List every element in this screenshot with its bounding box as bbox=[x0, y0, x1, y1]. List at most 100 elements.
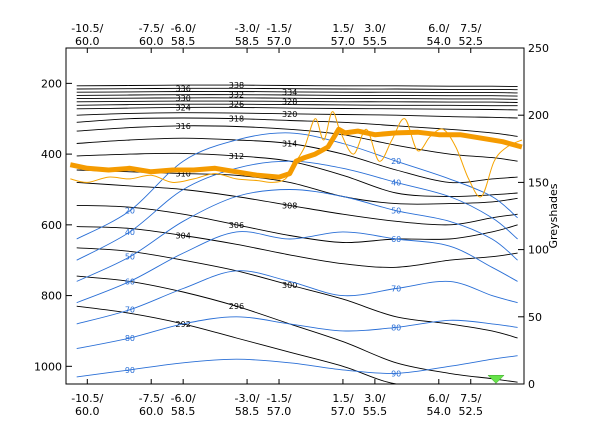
right-y-axis: 0 50 100 150 200 250 bbox=[518, 42, 549, 391]
theta-isoline-312 bbox=[76, 152, 518, 197]
x-tick-label: 52.5 bbox=[458, 405, 483, 418]
theta-isoline-332 bbox=[76, 94, 518, 97]
theta-label-320: 320 bbox=[282, 110, 297, 119]
x-tick-label: 7.5/ bbox=[460, 22, 481, 35]
theta-label-314: 314 bbox=[282, 139, 297, 148]
theta-isoline-336 bbox=[76, 87, 518, 91]
x-tick-label: 3.0/ bbox=[364, 392, 385, 405]
x-tick-label: 55.5 bbox=[363, 405, 388, 418]
theta-isoline-324 bbox=[76, 106, 518, 111]
theta-isoline-300 bbox=[76, 247, 518, 339]
x-tick-label: 52.5 bbox=[458, 35, 483, 48]
theta-label-292: 292 bbox=[176, 320, 191, 329]
theta-label-300: 300 bbox=[282, 281, 297, 290]
tropopause-thick-line bbox=[69, 126, 523, 180]
left-tick-label: 200 bbox=[41, 77, 62, 90]
theta-label-324: 324 bbox=[176, 103, 191, 112]
theta-label-338: 338 bbox=[229, 81, 244, 90]
humidity-label-80: 80 bbox=[125, 334, 135, 343]
left-tick-label: 1000 bbox=[34, 360, 62, 373]
x-tick-label: -10.5/ bbox=[71, 22, 103, 35]
humidity-isoline-80 bbox=[76, 316, 518, 350]
x-tick-label: -6.0/ bbox=[171, 22, 196, 35]
theta-label-312: 312 bbox=[229, 152, 244, 161]
x-tick-label: 57.0 bbox=[331, 405, 356, 418]
left-tick-label: 800 bbox=[41, 290, 62, 303]
x-tick-label: -6.0/ bbox=[171, 392, 196, 405]
theta-label-330: 330 bbox=[176, 94, 191, 103]
theta-isoline-296 bbox=[76, 275, 518, 383]
humidity-label-90: 90 bbox=[125, 366, 135, 375]
theta-isoline-314 bbox=[76, 137, 518, 184]
theta-isoline-338 bbox=[76, 84, 518, 88]
x-tick-label: 60.0 bbox=[139, 405, 164, 418]
theta-isoline-318 bbox=[76, 117, 518, 137]
humidity-label-20: 20 bbox=[125, 207, 135, 216]
x-tick-label: 3.0/ bbox=[364, 22, 385, 35]
x-tick-label: 55.5 bbox=[363, 35, 388, 48]
theta-label-332: 332 bbox=[229, 91, 244, 100]
x-tick-label: 54.0 bbox=[427, 35, 452, 48]
theta-isoline-326 bbox=[76, 103, 518, 107]
theta-label-336: 336 bbox=[176, 84, 191, 93]
theta-isoline-328 bbox=[76, 100, 518, 103]
x-tick-label: -10.5/ bbox=[71, 392, 103, 405]
top-x-axis: -10.5/60.0-7.5/60.0-6.0/58.5-3.0/58.5-1.… bbox=[71, 22, 483, 53]
humidity-label-70: 70 bbox=[125, 306, 135, 315]
x-tick-label: 54.0 bbox=[427, 405, 452, 418]
humidity-label-60: 60 bbox=[125, 277, 135, 286]
humidity-isolines: 90 90 80 80 70 70 60 60 50 50 40 40 20 20 bbox=[76, 132, 518, 378]
humidity-isoline-70 bbox=[76, 270, 518, 325]
humidity-label-70: 70 bbox=[391, 285, 401, 294]
x-tick-label: 57.0 bbox=[267, 35, 292, 48]
x-tick-label: -3.0/ bbox=[234, 392, 259, 405]
tropopause-thin-line bbox=[70, 111, 523, 198]
humidity-label-50: 50 bbox=[125, 253, 135, 262]
x-tick-label: -3.0/ bbox=[234, 22, 259, 35]
theta-label-326: 326 bbox=[229, 100, 244, 109]
greyshade-marker bbox=[487, 375, 505, 384]
humidity-label-40: 40 bbox=[125, 228, 135, 237]
left-tick-label: 400 bbox=[41, 148, 62, 161]
x-tick-label: 6.0/ bbox=[428, 22, 449, 35]
humidity-label-50: 50 bbox=[391, 207, 401, 216]
theta-isoline-320 bbox=[76, 112, 518, 119]
theta-isoline-304 bbox=[76, 226, 518, 268]
right-axis-title: Greyshades bbox=[547, 183, 560, 248]
right-tick-label: 250 bbox=[528, 42, 549, 55]
theta-isoline-316 bbox=[76, 125, 518, 162]
humidity-isoline-50 bbox=[76, 189, 518, 282]
x-tick-label: 57.0 bbox=[267, 405, 292, 418]
humidity-label-40: 40 bbox=[391, 178, 401, 187]
theta-isoline-292 bbox=[76, 305, 518, 384]
right-tick-label: 50 bbox=[528, 311, 542, 324]
theta-label-334: 334 bbox=[282, 88, 297, 97]
theta-label-310: 310 bbox=[176, 170, 191, 179]
x-tick-label: 58.5 bbox=[235, 405, 260, 418]
humidity-label-80: 80 bbox=[391, 323, 401, 332]
x-tick-label: 1.5/ bbox=[332, 392, 353, 405]
left-tick-label: 600 bbox=[41, 219, 62, 232]
plot-area bbox=[65, 47, 525, 385]
theta-label-316: 316 bbox=[176, 122, 191, 131]
right-tick-label: 200 bbox=[528, 109, 549, 122]
x-tick-label: 57.0 bbox=[331, 35, 356, 48]
x-tick-label: 58.5 bbox=[171, 35, 196, 48]
humidity-label-60: 60 bbox=[391, 235, 401, 244]
x-tick-label: -7.5/ bbox=[139, 22, 164, 35]
x-tick-label: 60.0 bbox=[75, 405, 100, 418]
x-tick-label: 58.5 bbox=[171, 405, 196, 418]
tropopause-lines bbox=[69, 111, 523, 198]
right-tick-label: 150 bbox=[528, 176, 549, 189]
theta-label-328: 328 bbox=[282, 97, 297, 106]
x-tick-label: -1.5/ bbox=[266, 22, 291, 35]
x-tick-label: 1.5/ bbox=[332, 22, 353, 35]
theta-label-304: 304 bbox=[176, 231, 191, 240]
x-tick-label: 60.0 bbox=[75, 35, 100, 48]
x-tick-label: 58.5 bbox=[235, 35, 260, 48]
x-tick-label: 7.5/ bbox=[460, 392, 481, 405]
humidity-label-20: 20 bbox=[391, 157, 401, 166]
x-tick-label: 60.0 bbox=[139, 35, 164, 48]
